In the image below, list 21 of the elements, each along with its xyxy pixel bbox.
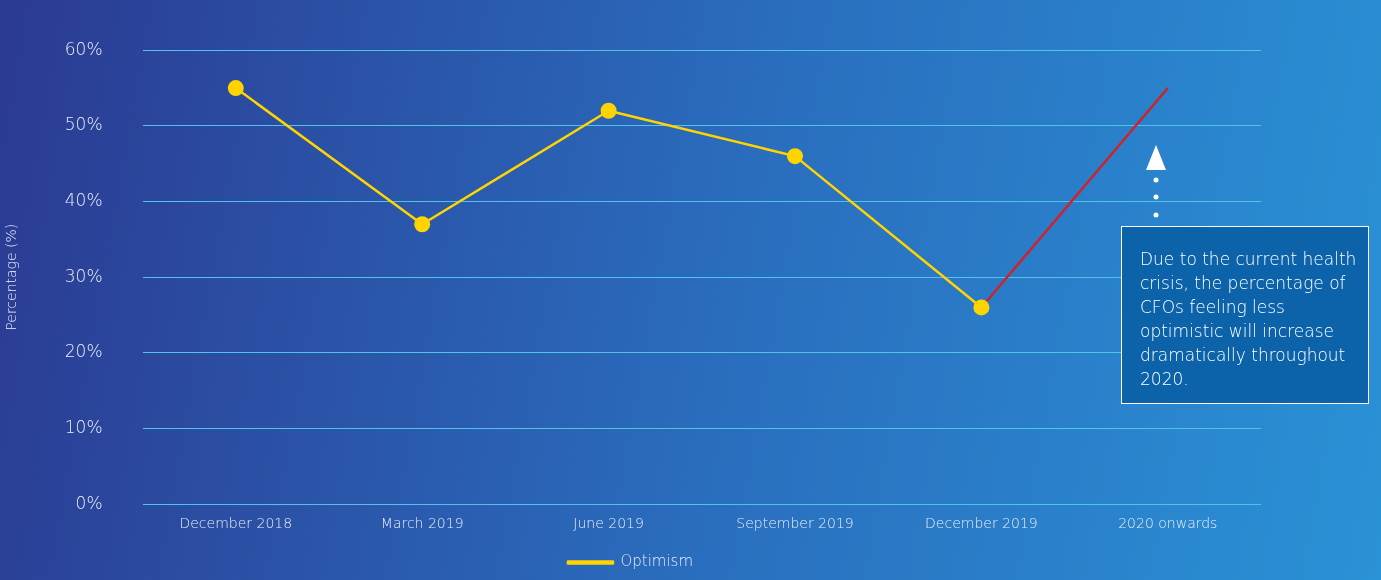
point	[414, 216, 431, 233]
x-tick-label: 2020 onwards	[1118, 515, 1218, 532]
legend-label: Optimism	[620, 552, 694, 571]
y-tick-label: 30%	[64, 265, 103, 286]
point	[600, 102, 617, 119]
point	[973, 299, 990, 316]
x-tick-label: March 2019	[380, 515, 464, 532]
y-tick-label: 10%	[64, 416, 103, 437]
y-axis-title: Percentage (%)	[3, 223, 20, 331]
y-tick-label: 20%	[64, 341, 103, 362]
x-tick-label: December 2019	[925, 515, 1038, 532]
point	[227, 80, 244, 97]
y-tick-label: 50%	[64, 114, 103, 135]
annotation: Due to the current health crisis, the percentage of CFOs feeling less optimistic will increase dramatically throughout 2020.	[1121, 226, 1369, 404]
point	[786, 148, 803, 165]
x-tick-label: September 2019	[736, 515, 854, 532]
y-tick-label: 60%	[64, 38, 103, 59]
y-tick-label: 40%	[64, 189, 103, 210]
y-tick-label: 0%	[75, 492, 103, 513]
x-tick-label: December 2018	[179, 515, 293, 532]
x-tick-label: June 2019	[573, 515, 644, 532]
